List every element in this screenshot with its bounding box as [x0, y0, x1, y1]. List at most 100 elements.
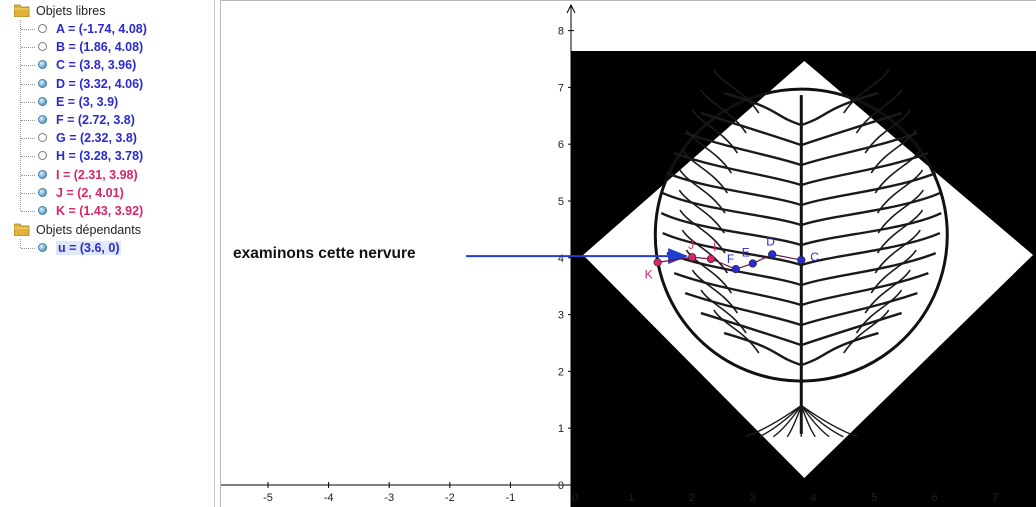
y-tick-label: 8	[558, 26, 564, 38]
visibility-shown-icon[interactable]	[38, 96, 47, 106]
point-k[interactable]	[653, 258, 662, 267]
free-object-row[interactable]: D = (3.32, 4.06)	[0, 75, 214, 93]
leaf-vein	[800, 131, 918, 167]
leaf-vein	[800, 311, 903, 347]
free-object-row[interactable]: A = (-1.74, 4.08)	[0, 20, 214, 38]
leaf-sub-vein	[713, 69, 760, 114]
free-object-row[interactable]: H = (3.28, 3.78)	[0, 147, 214, 165]
leaf-sub-vein	[870, 249, 917, 294]
free-object-text[interactable]: I = (2.31, 3.98)	[56, 167, 138, 182]
point-f[interactable]	[731, 265, 740, 274]
leaf-sub-vein	[874, 149, 921, 194]
leaf-sub-vein	[864, 269, 911, 314]
leaf-vein	[666, 171, 802, 207]
free-object-text[interactable]: H = (3.28, 3.78)	[56, 149, 144, 164]
y-tick-label: 1	[558, 423, 564, 435]
leaf-stem-fiber	[800, 404, 844, 438]
visibility-hidden-icon[interactable]	[38, 133, 47, 143]
leaf-vein	[660, 212, 802, 247]
leaf-vein	[800, 191, 941, 227]
x-tick-label: 2	[689, 492, 695, 504]
leaf-vein	[673, 271, 802, 307]
dependent-objects-section: Objets dépendants u = (3.6, 0)	[0, 221, 214, 257]
free-object-text[interactable]: E = (3, 3.9)	[56, 94, 119, 109]
x-tick-label: 6	[932, 492, 938, 504]
leaf-sub-vein	[700, 89, 747, 134]
leaf-stem-fiber	[758, 404, 802, 438]
leaf-sub-vein	[855, 289, 903, 334]
leaf-vein	[684, 291, 802, 327]
algebra-view: Objets libres A = (-1.74, 4.08) B = (1.86…	[0, 0, 215, 507]
point-c[interactable]	[797, 255, 806, 265]
leaf-vein	[684, 131, 802, 167]
leaf-vein	[800, 251, 937, 287]
leaf-image-area	[583, 61, 1033, 478]
visibility-hidden-icon[interactable]	[38, 151, 47, 161]
dependent-object-text[interactable]: u = (3.6, 0)	[56, 241, 122, 256]
free-object-row[interactable]: F = (2.72, 3.8)	[0, 111, 214, 129]
free-object-row[interactable]: C = (3.8, 3.96)	[0, 56, 214, 74]
visibility-hidden-icon[interactable]	[38, 24, 47, 33]
free-objects-folder[interactable]: Objets libres	[0, 2, 214, 20]
free-object-row[interactable]: B = (1.86, 4.08)	[0, 38, 214, 56]
point-label-j: J	[688, 238, 694, 252]
point-d[interactable]	[768, 250, 777, 259]
free-object-text[interactable]: D = (3.32, 4.06)	[56, 76, 144, 91]
tree-branch	[21, 65, 35, 67]
free-object-row[interactable]: I = (2.31, 3.98)	[0, 166, 214, 184]
tree-branch	[21, 101, 35, 103]
leaf-stem-fiber	[745, 404, 802, 438]
leaf-vein	[800, 212, 942, 247]
free-object-text[interactable]: B = (1.86, 4.08)	[56, 40, 144, 55]
visibility-shown-icon[interactable]	[38, 114, 47, 124]
leaf-vein	[800, 111, 903, 147]
point-label-c: C	[810, 250, 819, 264]
visibility-shown-icon[interactable]	[38, 78, 47, 88]
free-object-text[interactable]: F = (2.72, 3.8)	[56, 112, 135, 127]
leaf-sub-vein	[855, 89, 903, 134]
leaf-stem-fiber	[800, 405, 830, 438]
leaf-sub-vein	[679, 169, 726, 214]
leaf-vein	[700, 111, 802, 147]
visibility-hidden-icon[interactable]	[38, 42, 47, 52]
leaf-sub-vein	[877, 189, 924, 234]
point-e[interactable]	[748, 259, 757, 268]
free-objects-label: Objets libres	[36, 4, 106, 18]
visibility-shown-icon[interactable]	[38, 205, 47, 215]
free-object-text[interactable]: C = (3.8, 3.96)	[56, 58, 137, 73]
leaf-vein	[700, 311, 802, 347]
y-tick-label: 7	[558, 82, 564, 94]
free-object-row[interactable]: E = (3, 3.9)	[0, 93, 214, 111]
x-tick-label: 3	[750, 492, 756, 504]
visibility-shown-icon[interactable]	[38, 187, 47, 197]
folder-icon	[14, 223, 30, 237]
x-tick-label: 7	[992, 492, 998, 504]
free-object-text[interactable]: G = (2.32, 3.8)	[56, 131, 137, 146]
dependent-objects-folder[interactable]: Objets dépendants	[0, 221, 214, 239]
visibility-shown-icon[interactable]	[38, 60, 47, 70]
leaf-sub-vein	[876, 169, 924, 214]
free-object-text[interactable]: A = (-1.74, 4.08)	[56, 22, 147, 36]
point-j[interactable]	[688, 253, 697, 262]
point-i[interactable]	[706, 254, 716, 264]
free-object-row[interactable]: K = (1.43, 3.92)	[0, 202, 214, 220]
free-object-text[interactable]: J = (2, 4.01)	[56, 185, 124, 200]
free-object-row[interactable]: J = (2, 4.01)	[0, 184, 214, 202]
tree-branch	[21, 156, 35, 158]
y-tick-label: 3	[558, 310, 564, 322]
visibility-shown-icon[interactable]	[38, 243, 47, 253]
free-object-text[interactable]: K = (1.43, 3.92)	[56, 203, 144, 218]
coordinate-plane[interactable]: -5 -4 -3 -2 -1 0 1 2 3 4 5 6 7 0 1 2 3 4 5 6 7 8 K J IF E D C	[221, 1, 1036, 507]
x-tick-label: 4	[810, 492, 816, 504]
tree-branch	[21, 174, 35, 176]
visibility-shown-icon[interactable]	[38, 169, 47, 179]
leaf-vein	[662, 231, 802, 267]
point-label-k: K	[645, 267, 653, 281]
y-tick-label: 6	[558, 139, 564, 151]
leaf-vein	[800, 271, 929, 307]
free-object-row[interactable]: G = (2.32, 3.8)	[0, 129, 214, 147]
tree-branch	[21, 192, 35, 194]
dependent-object-row[interactable]: u = (3.6, 0)	[0, 239, 214, 257]
point-label-d: D	[766, 234, 775, 248]
